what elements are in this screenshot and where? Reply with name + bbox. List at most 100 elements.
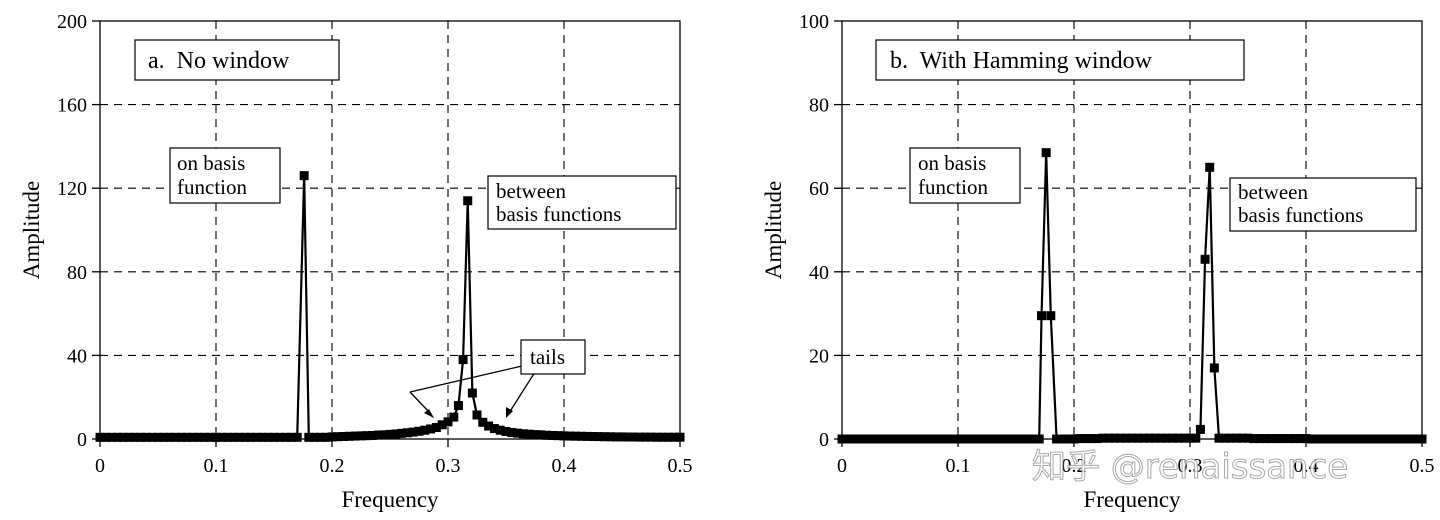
panel-b-xticks: 0 0.1 0.2 0.3 0.4 0.5 [837,439,1435,477]
panel-a-data-point-23 [228,432,238,442]
panel-b-xtick-label-4: 0.4 [1294,455,1319,477]
panel-b-data-point-23 [970,434,980,444]
panel-a-data-point-53 [402,428,412,438]
panel-a-data-point-43 [344,431,354,441]
panel-a-on-basis-line1: on basis [177,151,245,175]
panel-b-data-point-98 [1394,434,1404,444]
panel-a-data-point-74 [518,429,528,439]
panel-a-data-point-98 [658,432,668,442]
panel-a-data-point-47 [368,430,378,440]
panel-a-data-point-36 [304,432,314,442]
panel-b-data-point-73 [1249,434,1259,444]
panel-b-xtick-label-5: 0.5 [1410,455,1435,477]
panel-a-data-point-91 [617,432,627,442]
panel-a-between-line2: basis functions [496,202,621,226]
panel-a-data-point-64 [463,196,473,206]
panel-b-data-point-64 [1200,254,1210,264]
panel-a-on-basis-box [169,147,281,204]
panel-a-data-point-5 [124,432,134,442]
panel-b-data-point-43 [1081,434,1091,444]
panel-a-xlabel: Frequency [341,487,439,512]
panel-a-data-point-86 [588,431,598,441]
panel-b-ytick-label-2: 40 [809,262,829,284]
panel-b-data-point-53 [1139,433,1149,443]
panel-b-ytick-label-1: 20 [809,345,829,367]
panel-a-data-point-28 [257,432,267,442]
panel-a-data-point-3 [112,432,122,442]
panel-a-data-point-81 [559,431,569,441]
panel-b-between-box [1229,177,1417,232]
panel-b-data-point-34 [1034,434,1044,444]
panel-a-data-point-101 [675,432,685,442]
panel-a-ytick-label-5: 200 [57,11,87,33]
panel-a-data-point-84 [576,431,586,441]
panel-b-data-point-7 [878,434,888,444]
panel-a-xtick-label-2: 0.2 [320,455,345,477]
panel-b-xtick-label-0: 0 [837,455,847,477]
panel-a-xtick-label-5: 0.5 [668,455,693,477]
panel-b-data-point-46 [1098,433,1108,443]
panel-b-data-point-72 [1243,433,1253,443]
panel-a-data-point-70 [495,425,505,435]
panel-b-data-point-80 [1289,434,1299,444]
panel-a-xtick-label-1: 0.1 [204,455,229,477]
panel-a-data-point-7 [136,432,146,442]
panel-a-data-point-92 [623,432,633,442]
panel-a-data-point-29 [263,432,273,442]
panel-b-data-point-79 [1284,434,1294,444]
panel-b-ytick-label-0: 0 [819,429,829,451]
panel-b-data-point-95 [1376,434,1386,444]
panel-a-data-point-75 [524,429,534,439]
panel-a-data-point-6 [130,432,140,442]
panel-b-data-point-69 [1226,433,1236,443]
panel-a-data-point-17 [194,432,204,442]
panel-b-data-point-97 [1388,434,1398,444]
panel-b-data-point-44 [1086,434,1096,444]
panel-a-data-point-66 [472,410,482,420]
panel-a-data-point-59 [437,420,447,430]
panel-a-data-point-55 [414,426,424,436]
panel-a-data-point-87 [594,432,604,442]
panel-b-data-point-84 [1313,434,1323,444]
panel-b-data-point-75 [1260,434,1270,444]
tails-arrowhead-right [506,407,513,418]
panel-a-data-point-15 [182,432,192,442]
panel-a-xtick-label-0: 0 [95,455,105,477]
panel-b-data-point-12 [907,434,917,444]
panel-b-data-point-96 [1382,434,1392,444]
panel-a-data-point-51 [391,429,401,439]
panel-b-data-point-88 [1336,434,1346,444]
panel-a-data-point-11 [159,432,169,442]
panel-b-yticks: 0 20 40 60 80 100 [799,11,842,451]
panel-a-data-point-88 [600,432,610,442]
panel-a-between-box [487,175,677,230]
panel-b-data-point-32 [1023,434,1033,444]
panel-b-data-point-67 [1214,433,1224,443]
panel-b-data-point-92 [1359,434,1369,444]
panel-a-data-point-19 [205,432,215,442]
panel-b-data-point-1 [843,434,853,444]
panel-b-data-point-26 [988,434,998,444]
panel-b-on-basis-line1: on basis [918,151,986,175]
panel-a-data-point-46 [362,431,372,441]
panel-b-data-point-16 [930,434,940,444]
panel-a-data-point-72 [507,428,517,438]
panel-b-data-point-100 [1405,434,1415,444]
panel-b-data-point-58 [1168,433,1178,443]
panel-a-data-point-16 [188,432,198,442]
panel-a-label-box [134,39,340,81]
panel-a-data-point-52 [397,428,407,438]
panel-b-data-point-77 [1272,434,1282,444]
panel-b-data-point-89 [1342,434,1352,444]
panel-a-xtick-label-4: 0.4 [552,455,577,477]
panel-a-data-point-82 [565,431,575,441]
panel-b-data-point-20 [953,434,963,444]
panel-a-data-point-96 [646,432,656,442]
panel-b-data-point-52 [1133,433,1143,443]
panel-a-data-point-50 [385,429,395,439]
panel-b-data-point-86 [1324,434,1334,444]
panel-a-ylabel: Amplitude [19,181,44,279]
panel-a-data-point-13 [170,432,180,442]
panel-b-data-point-91 [1353,434,1363,444]
panel-b-data-point-21 [959,434,969,444]
